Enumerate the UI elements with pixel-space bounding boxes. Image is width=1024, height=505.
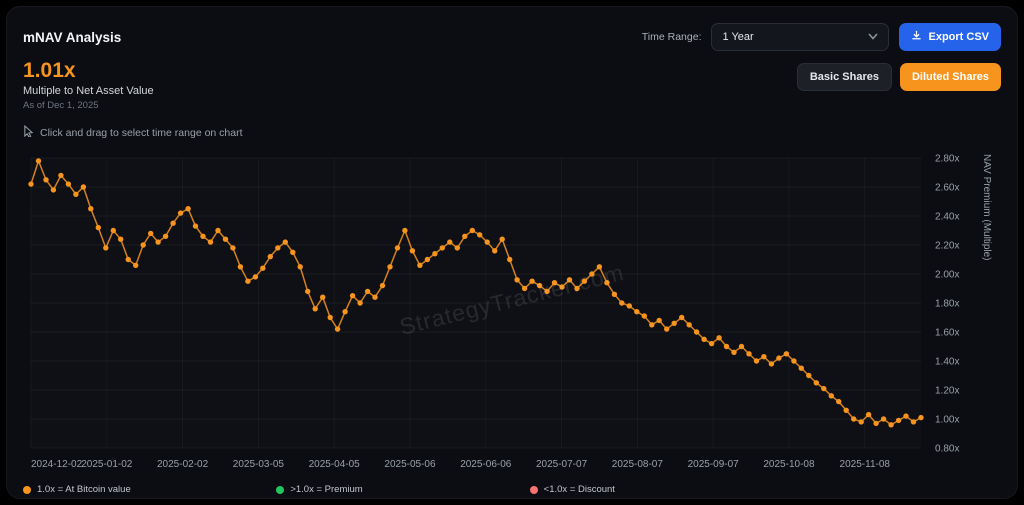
header: mNAV Analysis Time Range: 1 Year Export …: [23, 21, 1001, 53]
legend-label: >1.0x = Premium: [290, 484, 363, 496]
svg-text:2025-08-07: 2025-08-07: [612, 459, 664, 470]
mnav-panel: mNAV Analysis Time Range: 1 Year Export …: [6, 6, 1018, 499]
export-csv-button[interactable]: Export CSV: [899, 23, 1001, 51]
legend-item-at-value: 1.0x = At Bitcoin value: [23, 484, 276, 495]
legend-item-discount: <1.0x = Discount: [529, 484, 783, 496]
svg-text:2.00x: 2.00x: [935, 270, 959, 281]
svg-text:2.80x: 2.80x: [935, 154, 959, 165]
time-range-select[interactable]: 1 Year: [711, 23, 890, 51]
svg-text:1.40x: 1.40x: [935, 357, 959, 368]
legend-item-premium: >1.0x = Premium: [276, 484, 529, 495]
download-icon: [911, 30, 922, 44]
chart-hint-text: Click and drag to select time range on c…: [40, 126, 243, 139]
mnav-subtitle: Multiple to Net Asset Value: [23, 85, 154, 98]
legend-label: <1.0x = Discount: [543, 484, 615, 496]
export-csv-label: Export CSV: [928, 31, 989, 43]
red-dot-icon: [529, 485, 538, 494]
svg-text:2.40x: 2.40x: [935, 212, 959, 223]
diluted-shares-button[interactable]: Diluted Shares: [899, 63, 1001, 91]
svg-text:2025-02-02: 2025-02-02: [157, 459, 209, 470]
svg-text:2025-01-02: 2025-01-02: [81, 459, 133, 470]
orange-dot-icon: [23, 485, 31, 494]
svg-text:2025-06-06: 2025-06-06: [460, 459, 512, 470]
svg-text:1.00x: 1.00x: [935, 415, 959, 426]
svg-text:1.80x: 1.80x: [935, 299, 959, 310]
chart-hint: Click and drag to select time range on c…: [23, 124, 1001, 140]
svg-text:2025-09-07: 2025-09-07: [688, 459, 740, 470]
svg-text:2.20x: 2.20x: [935, 241, 959, 252]
svg-text:2025-04-05: 2025-04-05: [309, 459, 361, 470]
time-range-label: Time Range:: [641, 31, 702, 43]
svg-text:2025-10-08: 2025-10-08: [763, 459, 815, 470]
basic-shares-button[interactable]: Basic Shares: [796, 63, 892, 91]
svg-text:2025-07-07: 2025-07-07: [536, 459, 588, 470]
cursor-icon: [23, 124, 34, 140]
mnav-chart: 0.80x 1.00x 1.20x 1.40x 1.60x 1.80x 2.00x 2.20x…: [23, 148, 1001, 478]
share-type-toggle: Basic Shares Diluted Shares: [796, 63, 1001, 91]
mnav-chart-canvas[interactable]: 0.80x 1.00x 1.20x 1.40x 1.60x 1.80x 2.00x 2.20x…: [23, 148, 981, 478]
legend-label: 1.0x = At Bitcoin value: [37, 484, 131, 496]
y-axis-title: NAV Premium (Multiple): [981, 154, 992, 261]
time-range-value: 1 Year: [722, 31, 754, 43]
stat-section: 1.01x Multiple to Net Asset Value As of …: [23, 59, 1001, 111]
chart-legend: 1.0x = At Bitcoin value >1.0x = Premium …: [23, 484, 783, 495]
svg-text:2025-11-08: 2025-11-08: [840, 459, 891, 470]
page-title: mNAV Analysis: [23, 29, 122, 45]
green-dot-icon: [276, 485, 285, 494]
svg-text:2024-12-02: 2024-12-02: [31, 459, 83, 470]
svg-text:1.60x: 1.60x: [935, 328, 959, 339]
as-of-date: As of Dec 1, 2025: [23, 100, 99, 112]
mnav-value: 1.01x: [23, 59, 76, 82]
chevron-down-icon: [868, 31, 879, 43]
svg-text:1.20x: 1.20x: [935, 386, 959, 397]
svg-text:0.80x: 0.80x: [935, 444, 959, 455]
svg-text:2025-03-05: 2025-03-05: [233, 459, 285, 470]
svg-text:2025-05-06: 2025-05-06: [384, 459, 436, 470]
svg-text:2.60x: 2.60x: [935, 183, 959, 194]
